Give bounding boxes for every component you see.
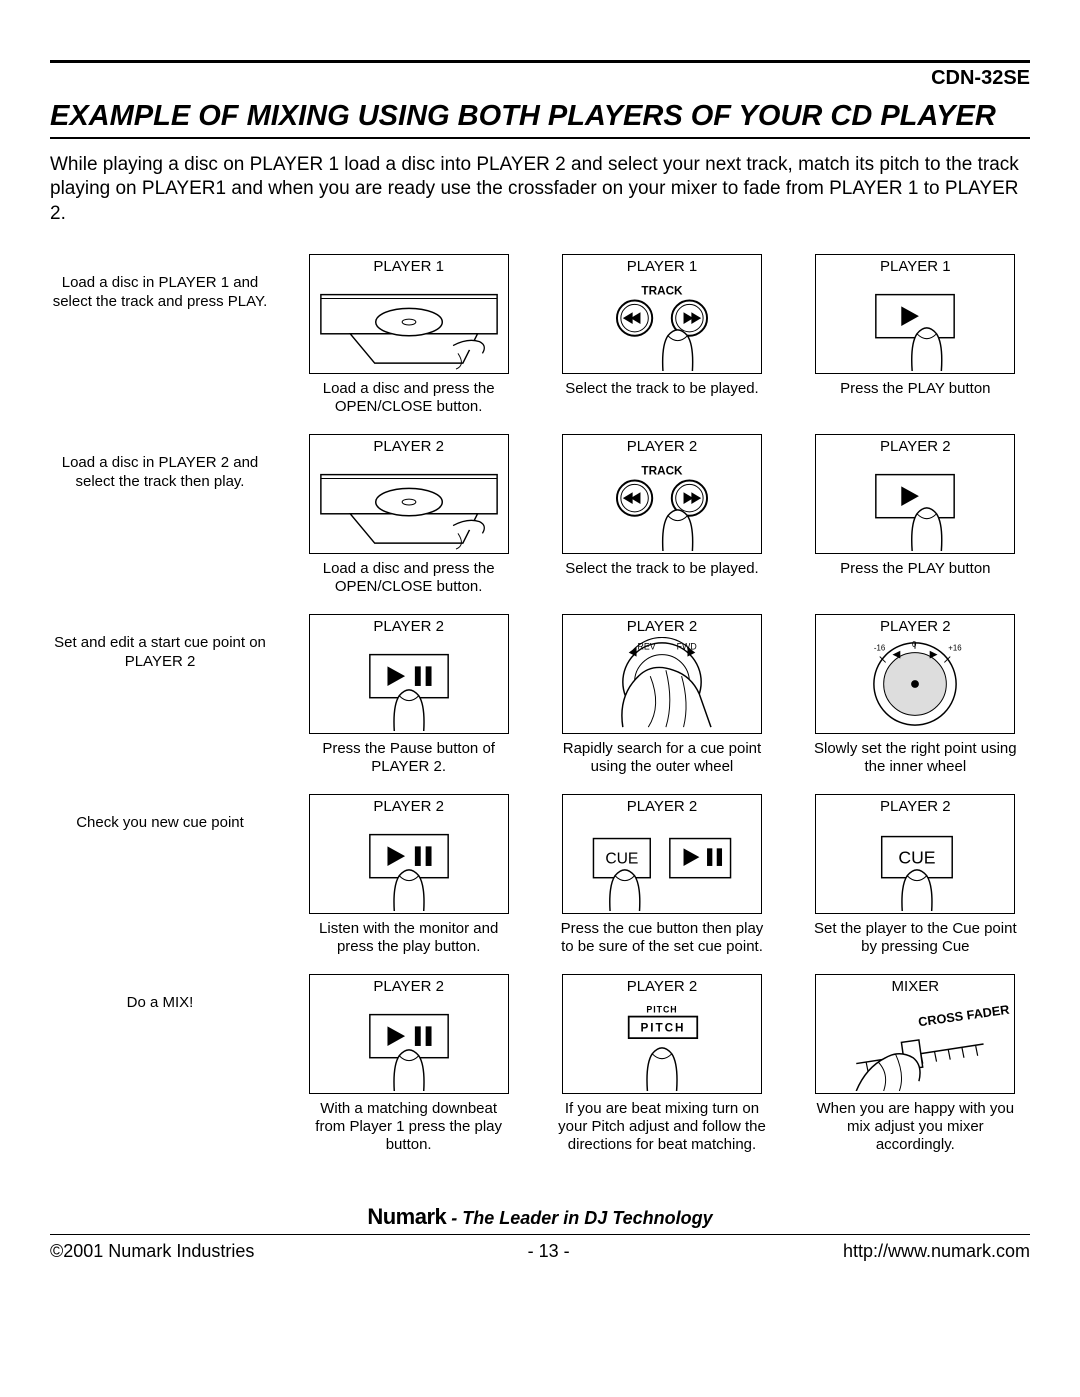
- svg-text:+16: +16: [949, 644, 963, 653]
- svg-text:TRACK: TRACK: [641, 465, 683, 478]
- svg-text:CUE: CUE: [605, 851, 638, 868]
- page-title: EXAMPLE OF MIXING USING BOTH PLAYERS OF …: [50, 100, 1030, 133]
- row-label: Load a disc in PLAYER 1 and select the t…: [50, 254, 270, 312]
- header-rule: [50, 60, 1030, 63]
- illustration-box: PLAYER 2 -16 +16 0: [815, 614, 1015, 734]
- instruction-cell: PLAYER 1 Load a disc and press the OPEN/…: [294, 254, 523, 416]
- box-header: PLAYER 2: [310, 435, 508, 457]
- box-header: PLAYER 2: [563, 435, 761, 457]
- instruction-cell: PLAYER 2 CUE Press the cue button then p…: [547, 794, 776, 956]
- cell-caption: When you are happy with you mix adjust y…: [810, 1100, 1020, 1154]
- box-header: PLAYER 2: [816, 615, 1014, 637]
- instruction-cell: PLAYER 2 Listen with the monitor and pre…: [294, 794, 523, 956]
- cell-caption: If you are beat mixing turn on your Pitc…: [557, 1100, 767, 1154]
- illustration-box: PLAYER 2: [815, 434, 1015, 554]
- svg-text:PITCH: PITCH: [646, 1005, 677, 1015]
- cell-caption: Set the player to the Cue point by press…: [810, 920, 1020, 956]
- row-label: Do a MIX!: [50, 974, 270, 1013]
- cell-caption: Press the cue button then play to be sur…: [557, 920, 767, 956]
- copyright: ©2001 Numark Industries: [50, 1241, 254, 1262]
- instruction-cell: PLAYER 2 PITCH PITCH If you are beat mix…: [547, 974, 776, 1154]
- box-header: PLAYER 2: [816, 795, 1014, 817]
- illustration-box: PLAYER 2 CUE: [815, 794, 1015, 914]
- cell-caption: Listen with the monitor and press the pl…: [304, 920, 514, 956]
- box-header: MIXER: [816, 975, 1014, 997]
- row-label: Check you new cue point: [50, 794, 270, 833]
- illustration-box: MIXER CROSS FADER: [815, 974, 1015, 1094]
- illustration-box: PLAYER 1: [309, 254, 509, 374]
- box-header: PLAYER 2: [563, 795, 761, 817]
- svg-text:CUE: CUE: [899, 847, 936, 867]
- illustration-box: PLAYER 2 REV FWD: [562, 614, 762, 734]
- intro-paragraph: While playing a disc on PLAYER 1 load a …: [50, 153, 1030, 226]
- cell-caption: Select the track to be played.: [565, 560, 758, 578]
- cell-caption: Rapidly search for a cue point using the…: [557, 740, 767, 776]
- svg-text:PITCH: PITCH: [640, 1021, 685, 1034]
- title-rule: [50, 137, 1030, 139]
- page-footer: Numark - The Leader in DJ Technology ©20…: [50, 1204, 1030, 1262]
- box-header: PLAYER 2: [310, 975, 508, 997]
- cell-caption: Load a disc and press the OPEN/CLOSE but…: [304, 560, 514, 596]
- cell-caption: Press the Pause button of PLAYER 2.: [304, 740, 514, 776]
- cell-caption: Press the PLAY button: [840, 560, 990, 578]
- box-header: PLAYER 2: [816, 435, 1014, 457]
- brand-logo: Numark: [367, 1204, 446, 1229]
- instruction-cell: PLAYER 2 -16 +16 0 Slowly set the right …: [801, 614, 1030, 776]
- box-header: PLAYER 2: [310, 795, 508, 817]
- instruction-grid: Load a disc in PLAYER 1 and select the t…: [50, 254, 1030, 1154]
- footer-url: http://www.numark.com: [843, 1241, 1030, 1262]
- instruction-cell: PLAYER 2 Press the Pause button of PLAYE…: [294, 614, 523, 776]
- row-label: Load a disc in PLAYER 2 and select the t…: [50, 434, 270, 492]
- illustration-box: PLAYER 1: [815, 254, 1015, 374]
- illustration-box: PLAYER 2: [309, 614, 509, 734]
- illustration-box: PLAYER 2: [309, 434, 509, 554]
- instruction-cell: PLAYER 2 Load a disc and press the OPEN/…: [294, 434, 523, 596]
- footer-brand: Numark - The Leader in DJ Technology: [50, 1204, 1030, 1230]
- instruction-cell: PLAYER 2 Press the PLAY button: [801, 434, 1030, 596]
- cell-caption: Load a disc and press the OPEN/CLOSE but…: [304, 380, 514, 416]
- illustration-box: PLAYER 2: [309, 974, 509, 1094]
- instruction-cell: PLAYER 2 TRACK Select the track to be pl…: [547, 434, 776, 596]
- row-label: Set and edit a start cue point on PLAYER…: [50, 614, 270, 672]
- instruction-cell: PLAYER 2 REV FWD Rapidly search for a cu…: [547, 614, 776, 776]
- svg-text:TRACK: TRACK: [641, 285, 683, 298]
- model-number: CDN-32SE: [50, 67, 1030, 90]
- cell-caption: Press the PLAY button: [840, 380, 990, 398]
- illustration-box: PLAYER 1 TRACK: [562, 254, 762, 374]
- box-header: PLAYER 2: [563, 615, 761, 637]
- instruction-cell: PLAYER 2 CUE Set the player to the Cue p…: [801, 794, 1030, 956]
- illustration-box: PLAYER 2 CUE: [562, 794, 762, 914]
- cell-caption: Slowly set the right point using the inn…: [810, 740, 1020, 776]
- box-header: PLAYER 1: [816, 255, 1014, 277]
- box-header: PLAYER 1: [563, 255, 761, 277]
- instruction-cell: MIXER CROSS FADER When you are happy wit…: [801, 974, 1030, 1154]
- box-header: PLAYER 2: [563, 975, 761, 997]
- cell-caption: With a matching downbeat from Player 1 p…: [304, 1100, 514, 1154]
- brand-slogan: - The Leader in DJ Technology: [451, 1208, 712, 1228]
- illustration-box: PLAYER 2 PITCH PITCH: [562, 974, 762, 1094]
- footer-rule: [50, 1234, 1030, 1235]
- illustration-box: PLAYER 2: [309, 794, 509, 914]
- box-header: PLAYER 2: [310, 615, 508, 637]
- instruction-cell: PLAYER 2 With a matching downbeat from P…: [294, 974, 523, 1154]
- page-number: - 13 -: [528, 1241, 570, 1262]
- footer-row: ©2001 Numark Industries - 13 - http://ww…: [50, 1241, 1030, 1262]
- instruction-cell: PLAYER 1 Press the PLAY button: [801, 254, 1030, 416]
- box-header: PLAYER 1: [310, 255, 508, 277]
- svg-text:-16: -16: [874, 644, 886, 653]
- illustration-box: PLAYER 2 TRACK: [562, 434, 762, 554]
- cell-caption: Select the track to be played.: [565, 380, 758, 398]
- svg-text:CROSS FADER: CROSS FADER: [918, 1002, 1011, 1030]
- instruction-cell: PLAYER 1 TRACK Select the track to be pl…: [547, 254, 776, 416]
